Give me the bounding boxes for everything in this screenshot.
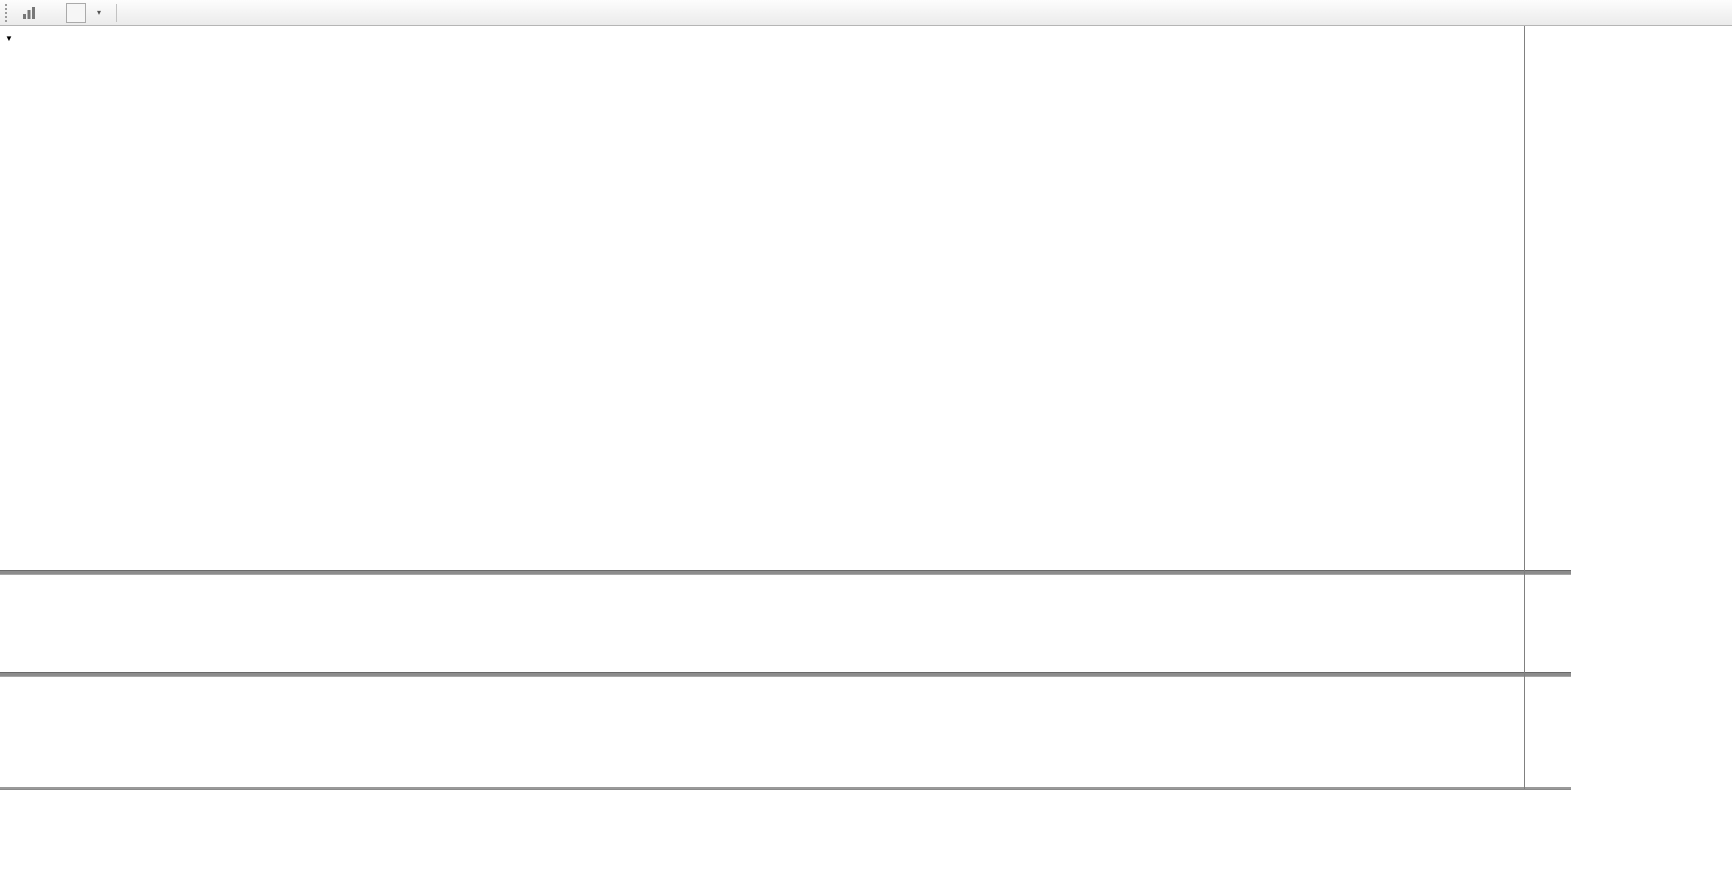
one-click-trading-arrow-icon[interactable]: ▼: [5, 34, 13, 43]
price-scale-column[interactable]: [1524, 26, 1571, 789]
rsi-panel: [0, 677, 1571, 789]
symbol-ohlc-label: ▼: [5, 32, 23, 44]
percent-scale-button[interactable]: ▾: [86, 3, 110, 23]
bar-chart-icon-button[interactable]: [16, 3, 42, 23]
chart-window: ▼: [0, 26, 1571, 812]
panel-splitter[interactable]: [0, 787, 1571, 789]
panel-splitter[interactable]: [0, 570, 1571, 575]
text-label-t-button[interactable]: [66, 2, 86, 23]
text-a-button[interactable]: [42, 3, 66, 23]
toolbar-drag-handle[interactable]: [5, 3, 11, 22]
macd-panel: [0, 575, 1571, 672]
time-axis[interactable]: [0, 789, 1571, 812]
main-chart-panel: ▼: [0, 26, 1571, 570]
chevron-down-icon: ▾: [96, 8, 101, 17]
panel-splitter[interactable]: [0, 672, 1571, 677]
rsi-label: [5, 679, 10, 691]
toolbar: ▾: [0, 0, 1732, 26]
toolbar-separator: [116, 3, 117, 22]
bar-chart-icon: [23, 6, 35, 19]
workspace-background: [0, 812, 1732, 892]
macd-label: [5, 577, 14, 589]
